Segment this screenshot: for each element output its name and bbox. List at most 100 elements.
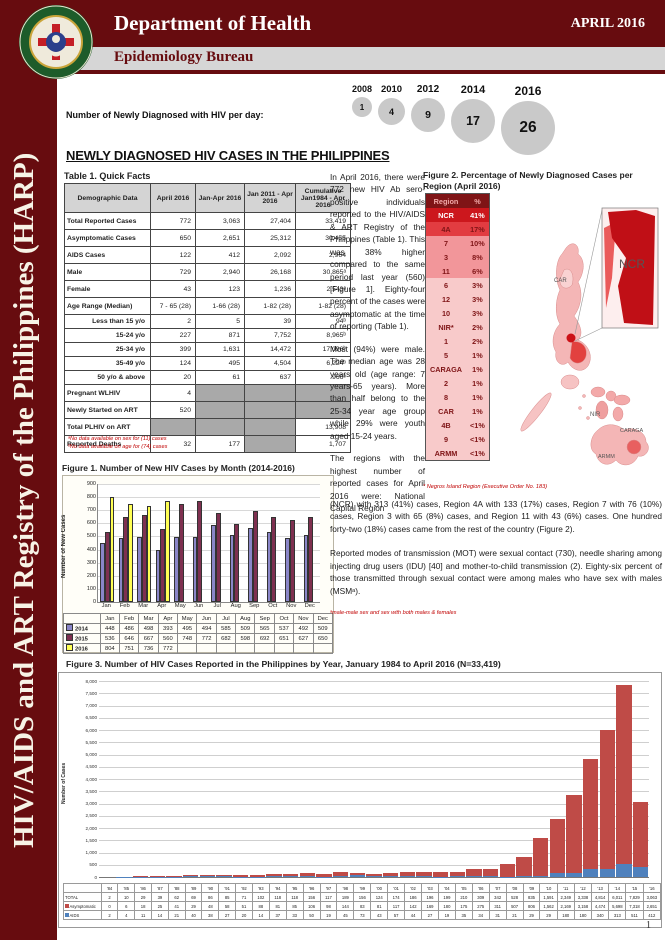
value-cell: 340: [591, 910, 610, 920]
paragraph-3a: The regions with the highest number of r…: [330, 453, 425, 513]
series-legend: 2014: [63, 623, 101, 634]
y-tick-label: 8,000: [85, 678, 98, 684]
map-label-ncr: NCR: [619, 257, 645, 271]
value-cell: 4,474: [591, 901, 610, 911]
gridline: [99, 864, 649, 866]
value-cell: 2,651: [642, 901, 662, 911]
bar: [211, 525, 216, 602]
value-cell: 210: [454, 892, 473, 902]
region-row: CAR 1%: [425, 404, 490, 418]
region-name: 9: [425, 432, 467, 446]
asymptomatic-segment: [249, 874, 265, 877]
year-header: '84: [100, 883, 119, 893]
paragraph-1: In April 2016, there were 772 new HIV Ab…: [330, 172, 426, 332]
asymptomatic-segment: [499, 864, 515, 877]
value-cell: [254, 643, 275, 654]
cell: [195, 418, 245, 436]
value-cell: 772: [157, 643, 179, 654]
gridline: [99, 803, 649, 805]
asymptomatic-segment: [633, 801, 649, 867]
table-row: AIDS Cases 122 412 2,092 2,964: [64, 246, 351, 264]
cell: [150, 418, 196, 436]
value-cell: 180: [573, 910, 593, 920]
value-cell: 309: [471, 892, 490, 902]
value-cell: 646: [118, 633, 140, 644]
per-day-item: 2014 17: [451, 84, 496, 143]
cell: 772: [150, 212, 196, 230]
aids-segment: [299, 875, 315, 877]
year-header: '98: [336, 883, 355, 893]
cell: [295, 401, 351, 419]
asymptomatic-segment: [349, 873, 365, 876]
quick-facts-table: Demographic Data April 2016 Jan-Apr 2016 Ja…: [64, 183, 351, 453]
value-cell: 71: [235, 892, 253, 902]
month-header: Feb: [118, 613, 140, 624]
paragraph-4: Reported modes of transmission (MOT) wer…: [330, 548, 662, 596]
stacked-bar: [149, 876, 165, 877]
aids-segment: [166, 876, 182, 877]
region-percent: 8%: [466, 250, 490, 264]
corner-cell: [63, 613, 101, 624]
year-header: '12: [573, 883, 593, 893]
value-cell: 38: [201, 910, 220, 920]
map-ncr-inset: [601, 207, 659, 329]
figure2-footnote: * Negros Island Region (Executive Order …: [423, 484, 548, 490]
value-cell: 492: [293, 623, 314, 634]
region-row: 11 6%: [425, 264, 490, 278]
per-day-label: Number of Newly Diagnosed with HIV per d…: [66, 110, 264, 120]
asymptomatic-segment: [166, 875, 182, 877]
value-cell: 3,338: [573, 892, 593, 902]
per-day-item: 2016 26: [501, 84, 556, 155]
region-percent: 2%: [466, 320, 490, 334]
aids-segment: [266, 876, 282, 877]
aids-segment: [516, 876, 532, 877]
value-cell: 50: [302, 910, 321, 920]
bar: [266, 531, 272, 602]
stacked-bar: [599, 729, 615, 877]
per-day-year: 2016: [514, 84, 542, 98]
region-row: CARAGA 1%: [425, 362, 490, 376]
cell: 399: [150, 342, 196, 357]
value-cell: 342: [488, 892, 507, 902]
column-header: April 2016: [150, 183, 196, 213]
region-name: 6: [425, 278, 467, 292]
value-cell: 14: [251, 910, 270, 920]
value-cell: 83: [353, 901, 372, 911]
region-percent: 1%: [466, 404, 490, 418]
y-tick-label: 700: [86, 507, 96, 514]
bar: [146, 505, 152, 602]
region-name: 3: [425, 250, 467, 264]
row-label: Pregnant WLHIV: [64, 384, 151, 402]
y-tick-label: 2,500: [85, 813, 98, 819]
value-cell: 509: [312, 623, 334, 634]
bar: [137, 536, 142, 602]
bar: [234, 523, 240, 602]
map-ncr-dot: [566, 333, 576, 343]
value-cell: 118: [268, 892, 287, 902]
value-cell: 106: [302, 901, 321, 911]
year-header: '03: [421, 883, 439, 893]
series-legend: AIDS: [63, 910, 102, 920]
gridline: [99, 852, 649, 854]
value-cell: 692: [254, 633, 275, 644]
year-header: '00: [370, 883, 389, 893]
y-tick-label: 400: [86, 546, 96, 553]
gridline: [99, 815, 649, 817]
y-tick-label: 300: [86, 559, 96, 566]
region-percent: 10%: [466, 236, 490, 250]
gridline: [98, 484, 320, 485]
value-cell: 39: [151, 892, 169, 902]
gridline: [98, 549, 320, 551]
region-percent: 1%: [466, 376, 490, 390]
bar: [100, 543, 105, 602]
stacked-bar: [199, 874, 215, 877]
y-tick-label: 7,000: [85, 703, 98, 708]
value-cell: 186: [404, 892, 423, 902]
region-name: 8: [425, 390, 467, 404]
figure1-x-labels: Jan Feb Mar Apr May Jun Jul Aug Sep Oct Nov Dec: [97, 603, 319, 612]
cell: 32: [150, 435, 196, 453]
region-name: 12: [425, 292, 467, 306]
region-name: 7: [425, 236, 467, 250]
row-label: Age Range (Median): [64, 297, 151, 315]
year-header: '14: [608, 883, 627, 893]
